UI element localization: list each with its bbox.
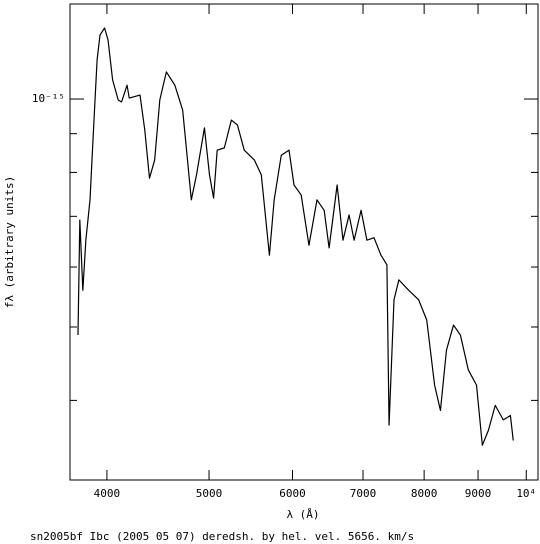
caption: sn2005bf Ibc (2005 05 07) deredsh. by he… [30, 530, 414, 543]
x-tick-label: 4000 [94, 487, 121, 500]
plot-frame [69, 3, 539, 481]
x-tick-label: 9000 [465, 487, 492, 500]
x-tick-label: 7000 [350, 487, 377, 500]
x-tick-label: 10⁴ [516, 487, 536, 500]
x-tick-label: 6000 [279, 487, 306, 500]
spectrum-line [77, 27, 514, 446]
y-tick-label: 10⁻¹⁵ [32, 92, 65, 105]
y-axis-label: fλ (arbitrary units) [3, 176, 16, 308]
x-tick-label: 8000 [411, 487, 438, 500]
x-tick-label: 5000 [196, 487, 223, 500]
x-axis-label: λ (Å) [286, 508, 319, 521]
